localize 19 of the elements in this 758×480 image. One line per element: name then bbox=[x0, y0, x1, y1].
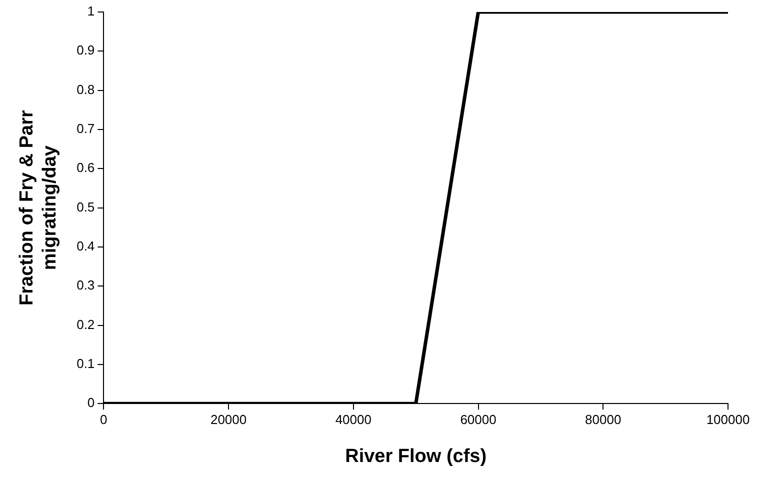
y-tick-label: 0.5 bbox=[76, 199, 95, 214]
x-tick-label: 40000 bbox=[335, 412, 372, 427]
y-tick-label: 0.3 bbox=[76, 278, 95, 293]
y-axis-title: Fraction of Fry & Parr migrating/day bbox=[16, 110, 60, 306]
x-tick-label: 60000 bbox=[460, 412, 496, 427]
y-tick-label: 0.6 bbox=[76, 160, 95, 176]
x-tick-label: 100000 bbox=[706, 412, 750, 427]
y-tick-label: 1 bbox=[87, 4, 95, 19]
y-tick-label: 0.4 bbox=[76, 238, 95, 254]
x-tick-label: 0 bbox=[100, 412, 108, 427]
y-tick-label: 0.7 bbox=[76, 121, 95, 136]
x-axis-title: River Flow (cfs) bbox=[345, 446, 487, 467]
y-tick-label: 0.8 bbox=[76, 82, 95, 97]
y-tick-label: 0.2 bbox=[76, 316, 95, 332]
y-tick-label: 0.1 bbox=[76, 356, 95, 372]
x-tick-label: 80000 bbox=[585, 412, 622, 427]
y-tick-label: 0 bbox=[87, 395, 95, 410]
x-tick-label: 20000 bbox=[210, 412, 247, 427]
y-tick-label: 0.9 bbox=[76, 42, 95, 58]
